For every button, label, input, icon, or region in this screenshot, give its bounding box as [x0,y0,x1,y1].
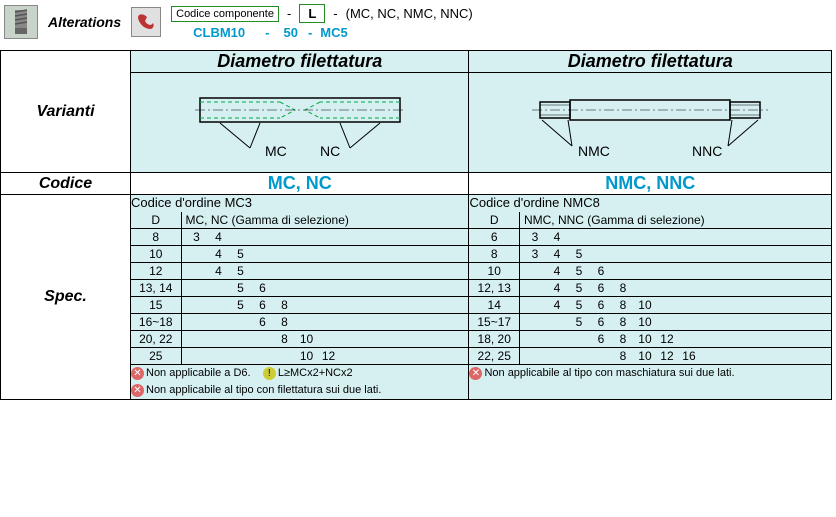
header-bar: Alterations Codice componente - L - (MC,… [0,0,836,44]
spec-table-left: D MC, NC (Gamma di selezione) 8341045124… [131,212,468,365]
note-right-1: ✕Non applicabile al tipo con maschiatura… [469,365,831,382]
variants-row-label: Varianti [1,51,131,173]
table-row: 15568 [131,297,468,314]
table-row: 13, 1456 [131,280,468,297]
note-left-2: ✕Non applicabile al tipo con filettatura… [131,382,468,399]
nnc-label: NNC [692,143,722,159]
table-row: 20, 22810 [131,331,468,348]
variant-diagram-right: NMC NNC [469,73,832,173]
example-code: CLBM10 [193,25,245,40]
code-component-box: Codice componente [171,6,279,22]
l-box: L [299,4,325,23]
code-row-label: Codice [1,173,131,195]
table-row: 14456810 [469,297,831,314]
table-row: 634 [469,229,831,246]
nc-label: NC [320,143,340,159]
spec-left-cell: Codice d'ordine MC3 D MC, NC (Gamma di s… [131,195,469,400]
table-row: 12, 134568 [469,280,831,297]
table-row: 251012 [131,348,468,365]
phone-icon [131,7,161,37]
order-code-box-right: Codice d'ordine [469,195,563,210]
mc-label: MC [265,143,287,159]
spec-right-cell: Codice d'ordine NMC8 D NMC, NNC (Gamma d… [469,195,832,400]
code-template-row: Codice componente - L - (MC, NC, NMC, NN… [171,4,473,40]
spec-row-label: Spec. [1,195,131,400]
nmc-label: NMC [578,143,610,159]
alterations-label: Alterations [48,14,121,30]
table-row: 1245 [131,263,468,280]
note-left-1: ✕Non applicabile a D6. !L≥MCx2+NCx2 [131,365,468,382]
right-header: Diametro filettatura [469,51,832,73]
main-table: Varianti Diametro filettatura Diametro f… [0,50,832,400]
variant-diagram-left: MC NC [131,73,469,173]
example-l: 50 [283,25,297,40]
table-row: 834 [131,229,468,246]
table-row: 16~1868 [131,314,468,331]
table-row: 10456 [469,263,831,280]
left-code-value: MC, NC [131,173,469,195]
order-code-box-left: Codice d'ordine [131,195,225,210]
suffix-text: (MC, NC, NMC, NNC) [346,6,473,21]
left-header: Diametro filettatura [131,51,469,73]
table-row: 18, 20681012 [469,331,831,348]
table-row: 8345 [469,246,831,263]
table-row: 15~1756810 [469,314,831,331]
table-row: 22, 258101216 [469,348,831,365]
table-row: 1045 [131,246,468,263]
right-code-value: NMC, NNC [469,173,832,195]
threading-icon [4,5,38,39]
spec-table-right: D NMC, NNC (Gamma di selezione) 63483451… [469,212,831,365]
example-suffix: MC5 [320,25,347,40]
